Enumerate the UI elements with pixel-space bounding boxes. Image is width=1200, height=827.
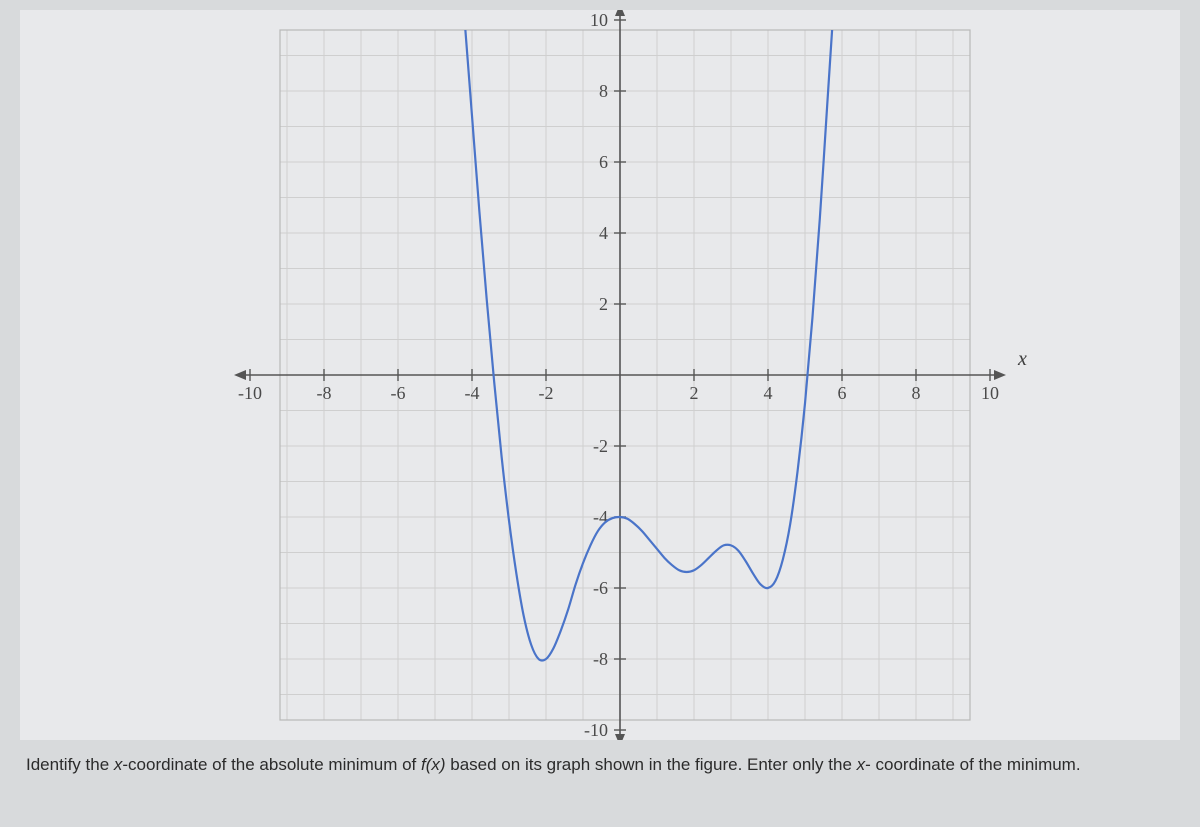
question-text: Identify the x -coordinate of the absolut… bbox=[20, 754, 1180, 777]
q-func: f(x) bbox=[421, 755, 446, 774]
q-part: - coordinate of the minimum. bbox=[865, 755, 1080, 774]
svg-text:6: 6 bbox=[838, 383, 847, 403]
q-part: based on its graph shown in the figure. … bbox=[446, 755, 857, 774]
svg-text:-2: -2 bbox=[539, 383, 554, 403]
svg-text:-6: -6 bbox=[593, 578, 608, 598]
svg-text:x: x bbox=[1017, 348, 1027, 370]
svg-text:4: 4 bbox=[599, 223, 608, 243]
svg-text:-4: -4 bbox=[593, 507, 608, 527]
q-var-x2: x bbox=[857, 755, 866, 774]
q-part: Identify the bbox=[26, 755, 114, 774]
svg-text:10: 10 bbox=[981, 383, 999, 403]
svg-text:8: 8 bbox=[599, 81, 608, 101]
q-part: -coordinate of the absolute minimum of bbox=[122, 755, 421, 774]
svg-text:6: 6 bbox=[599, 152, 608, 172]
svg-text:-6: -6 bbox=[391, 383, 406, 403]
svg-text:-10: -10 bbox=[238, 383, 262, 403]
svg-text:-8: -8 bbox=[317, 383, 332, 403]
svg-text:-2: -2 bbox=[593, 436, 608, 456]
plot-svg: -10 -8 -6 -4 -2 2 4 6 8 10 -10 -8 -6 -4 -2 2 4 6 8 10 x bbox=[20, 10, 1180, 740]
svg-text:-10: -10 bbox=[584, 720, 608, 740]
svg-text:2: 2 bbox=[599, 294, 608, 314]
function-graph: -10 -8 -6 -4 -2 2 4 6 8 10 -10 -8 -6 -4 -2 2 4 6 8 10 x bbox=[20, 10, 1180, 740]
svg-text:2: 2 bbox=[690, 383, 699, 403]
svg-text:8: 8 bbox=[912, 383, 921, 403]
page: -10 -8 -6 -4 -2 2 4 6 8 10 -10 -8 -6 -4 -2 2 4 6 8 10 x Iden… bbox=[0, 0, 1200, 827]
svg-text:10: 10 bbox=[590, 10, 608, 30]
svg-text:4: 4 bbox=[764, 383, 773, 403]
svg-text:-4: -4 bbox=[465, 383, 480, 403]
svg-text:-8: -8 bbox=[593, 649, 608, 669]
